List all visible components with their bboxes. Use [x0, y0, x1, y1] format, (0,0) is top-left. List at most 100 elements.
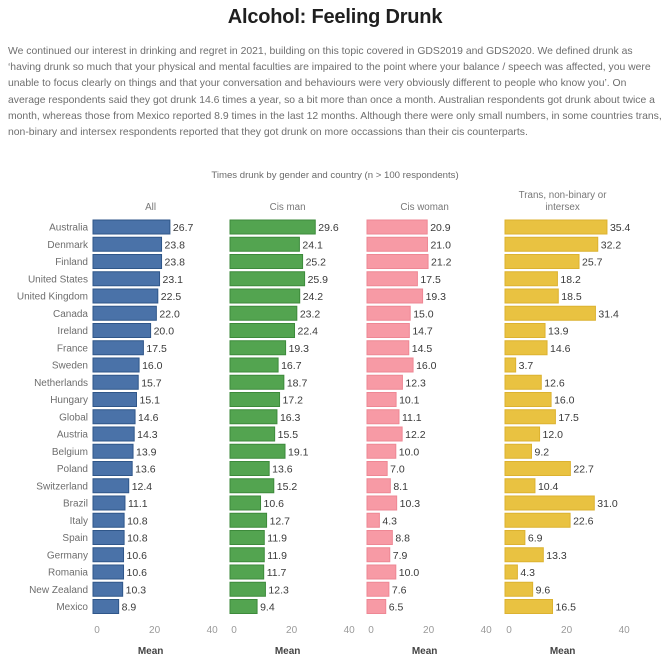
data-label: 15.0	[413, 308, 434, 320]
bar	[366, 461, 388, 476]
bar	[92, 409, 136, 425]
data-label: 14.6	[138, 412, 159, 424]
bar	[504, 599, 554, 614]
data-label: 21.2	[431, 257, 452, 269]
data-label: 16.3	[280, 412, 301, 424]
bar	[92, 547, 125, 563]
data-label: 17.5	[146, 343, 167, 355]
bar	[229, 461, 270, 476]
bar	[504, 254, 580, 269]
data-label: 10.0	[399, 446, 420, 458]
data-label: 9.2	[534, 446, 549, 458]
bar	[92, 357, 140, 373]
bar	[504, 305, 596, 321]
bar	[229, 581, 266, 597]
data-label: 23.2	[300, 308, 321, 320]
bar	[229, 426, 276, 442]
category-label: Poland	[57, 464, 88, 475]
data-label: 12.4	[132, 481, 153, 493]
data-label: 20.9	[430, 222, 451, 234]
bar	[504, 374, 542, 390]
category-label: Canada	[53, 309, 88, 320]
bar	[504, 426, 541, 442]
bar	[504, 512, 571, 528]
data-label: 12.3	[405, 377, 426, 389]
data-label: 10.6	[127, 550, 148, 562]
tick-label: 20	[561, 625, 573, 636]
category-label: Ireland	[57, 326, 88, 337]
data-label: 11.7	[267, 567, 287, 579]
bar	[504, 288, 559, 304]
data-label: 9.6	[536, 584, 551, 596]
bar	[229, 323, 296, 338]
tick-label: 0	[368, 625, 374, 636]
data-label: 9.4	[260, 602, 275, 614]
data-label: 24.2	[303, 291, 324, 303]
bar	[504, 340, 548, 356]
bar	[366, 323, 410, 338]
data-label: 22.6	[573, 515, 594, 527]
bar	[92, 305, 157, 321]
data-label: 4.3	[382, 515, 397, 527]
bar	[229, 219, 316, 235]
bar	[366, 254, 429, 269]
data-label: 10.8	[127, 533, 148, 545]
data-label: 13.6	[135, 464, 156, 476]
category-label: United States	[28, 274, 88, 285]
bar	[92, 495, 126, 511]
category-label: Germany	[47, 550, 88, 561]
data-label: 18.7	[287, 377, 308, 389]
data-label: 14.5	[412, 343, 433, 355]
data-label: 25.2	[306, 257, 327, 269]
bar	[504, 530, 526, 545]
data-label: 7.9	[393, 550, 408, 562]
bar	[504, 564, 518, 580]
axis-title: Mean	[550, 646, 576, 657]
bar	[366, 495, 398, 511]
category-label: Netherlands	[34, 378, 88, 389]
bar	[229, 530, 265, 545]
data-label: 19.1	[288, 446, 309, 458]
category-label: Sweden	[52, 361, 88, 372]
data-label: 31.0	[597, 498, 618, 510]
data-label: 23.1	[163, 274, 184, 286]
data-label: 17.5	[558, 412, 579, 424]
bar	[92, 530, 125, 545]
data-label: 13.3	[546, 550, 567, 562]
bar	[366, 581, 390, 597]
category-label: Brazil	[63, 499, 88, 510]
bar	[504, 495, 595, 511]
data-label: 26.7	[173, 222, 194, 234]
panel-title: All	[145, 202, 156, 213]
data-label: 16.7	[281, 360, 302, 372]
data-label: 16.5	[556, 602, 577, 614]
bar	[92, 340, 144, 356]
data-label: 35.4	[610, 222, 631, 234]
bar	[504, 409, 556, 425]
data-label: 15.2	[277, 481, 298, 493]
bar	[229, 495, 262, 511]
data-label: 22.7	[573, 464, 594, 476]
bar	[229, 392, 281, 407]
data-label: 18.2	[560, 274, 581, 286]
data-label: 13.6	[272, 464, 293, 476]
panel-title: Trans, non-binary or	[519, 190, 608, 201]
data-label: 31.4	[598, 308, 619, 320]
data-label: 32.2	[601, 239, 622, 251]
data-label: 3.7	[519, 360, 534, 372]
bar	[504, 581, 534, 597]
data-label: 7.6	[392, 584, 407, 596]
data-label: 14.6	[550, 343, 571, 355]
bar	[366, 443, 397, 459]
data-label: 12.3	[268, 584, 289, 596]
bar	[366, 426, 403, 442]
bar	[92, 564, 125, 580]
bar	[504, 219, 608, 235]
bar	[504, 547, 544, 563]
data-label: 15.5	[278, 429, 299, 441]
bar	[229, 305, 298, 321]
data-label: 6.5	[389, 602, 404, 614]
panel-title: intersex	[545, 202, 579, 213]
bar	[229, 271, 306, 287]
data-label: 23.8	[165, 257, 186, 269]
